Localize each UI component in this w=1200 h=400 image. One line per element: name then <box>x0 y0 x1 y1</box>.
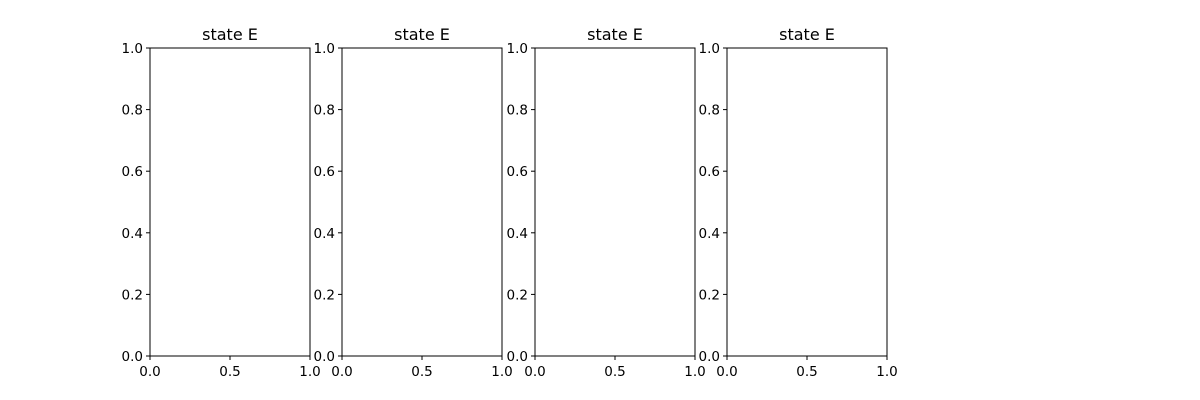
y-tick-label: 0.6 <box>507 164 528 180</box>
y-tick-label: 0.0 <box>507 349 528 365</box>
subplot-3: state E 0.0 0.2 0.4 0.6 0.8 1.0 0.0 0.5 1.0 <box>507 25 706 380</box>
x-tick-label: 1.0 <box>491 364 512 380</box>
x-tick-label: 0.0 <box>524 364 545 380</box>
subplot-1: state E 0.0 0.2 0.4 0.6 0.8 1.0 0.0 0.5 1.0 <box>122 25 321 380</box>
y-tick-label: 0.8 <box>507 103 528 119</box>
y-tick-label: 0.8 <box>122 103 143 119</box>
y-tick-label: 0.6 <box>122 164 143 180</box>
x-tick-label: 0.0 <box>331 364 352 380</box>
panel-title: state E <box>587 25 643 44</box>
panel-title: state E <box>394 25 450 44</box>
y-tick-label: 0.0 <box>314 349 335 365</box>
x-tick-label: 1.0 <box>876 364 897 380</box>
x-tick-label: 0.5 <box>411 364 432 380</box>
y-tick-label: 0.2 <box>507 287 528 303</box>
panel-title: state E <box>779 25 835 44</box>
y-tick-label: 0.0 <box>122 349 143 365</box>
x-tick-label: 1.0 <box>299 364 320 380</box>
y-tick-label: 0.4 <box>507 226 528 242</box>
subplot-2: state E 0.0 0.2 0.4 0.6 0.8 1.0 0.0 0.5 1.0 <box>314 25 513 380</box>
x-tick-label: 0.0 <box>139 364 160 380</box>
x-tick-label: 0.0 <box>716 364 737 380</box>
y-tick-label: 0.2 <box>314 287 335 303</box>
y-tick-label: 1.0 <box>314 41 335 57</box>
x-tick-label: 0.5 <box>219 364 240 380</box>
x-tick-label: 1.0 <box>684 364 705 380</box>
y-tick-label: 0.0 <box>699 349 720 365</box>
y-tick-label: 0.6 <box>314 164 335 180</box>
y-tick-label: 1.0 <box>699 41 720 57</box>
y-tick-label: 0.6 <box>699 164 720 180</box>
y-tick-label: 0.4 <box>699 226 720 242</box>
subplot-4: state E 0.0 0.2 0.4 0.6 0.8 1.0 0.0 0.5 1.0 <box>699 25 898 380</box>
x-tick-label: 0.5 <box>796 364 817 380</box>
y-tick-label: 0.8 <box>699 103 720 119</box>
y-tick-label: 0.4 <box>314 226 335 242</box>
x-tick-label: 0.5 <box>604 364 625 380</box>
y-tick-label: 0.2 <box>699 287 720 303</box>
y-tick-label: 1.0 <box>122 41 143 57</box>
y-tick-label: 1.0 <box>507 41 528 57</box>
y-tick-label: 0.8 <box>314 103 335 119</box>
y-tick-label: 0.4 <box>122 226 143 242</box>
panel-title: state E <box>202 25 258 44</box>
y-tick-label: 0.2 <box>122 287 143 303</box>
